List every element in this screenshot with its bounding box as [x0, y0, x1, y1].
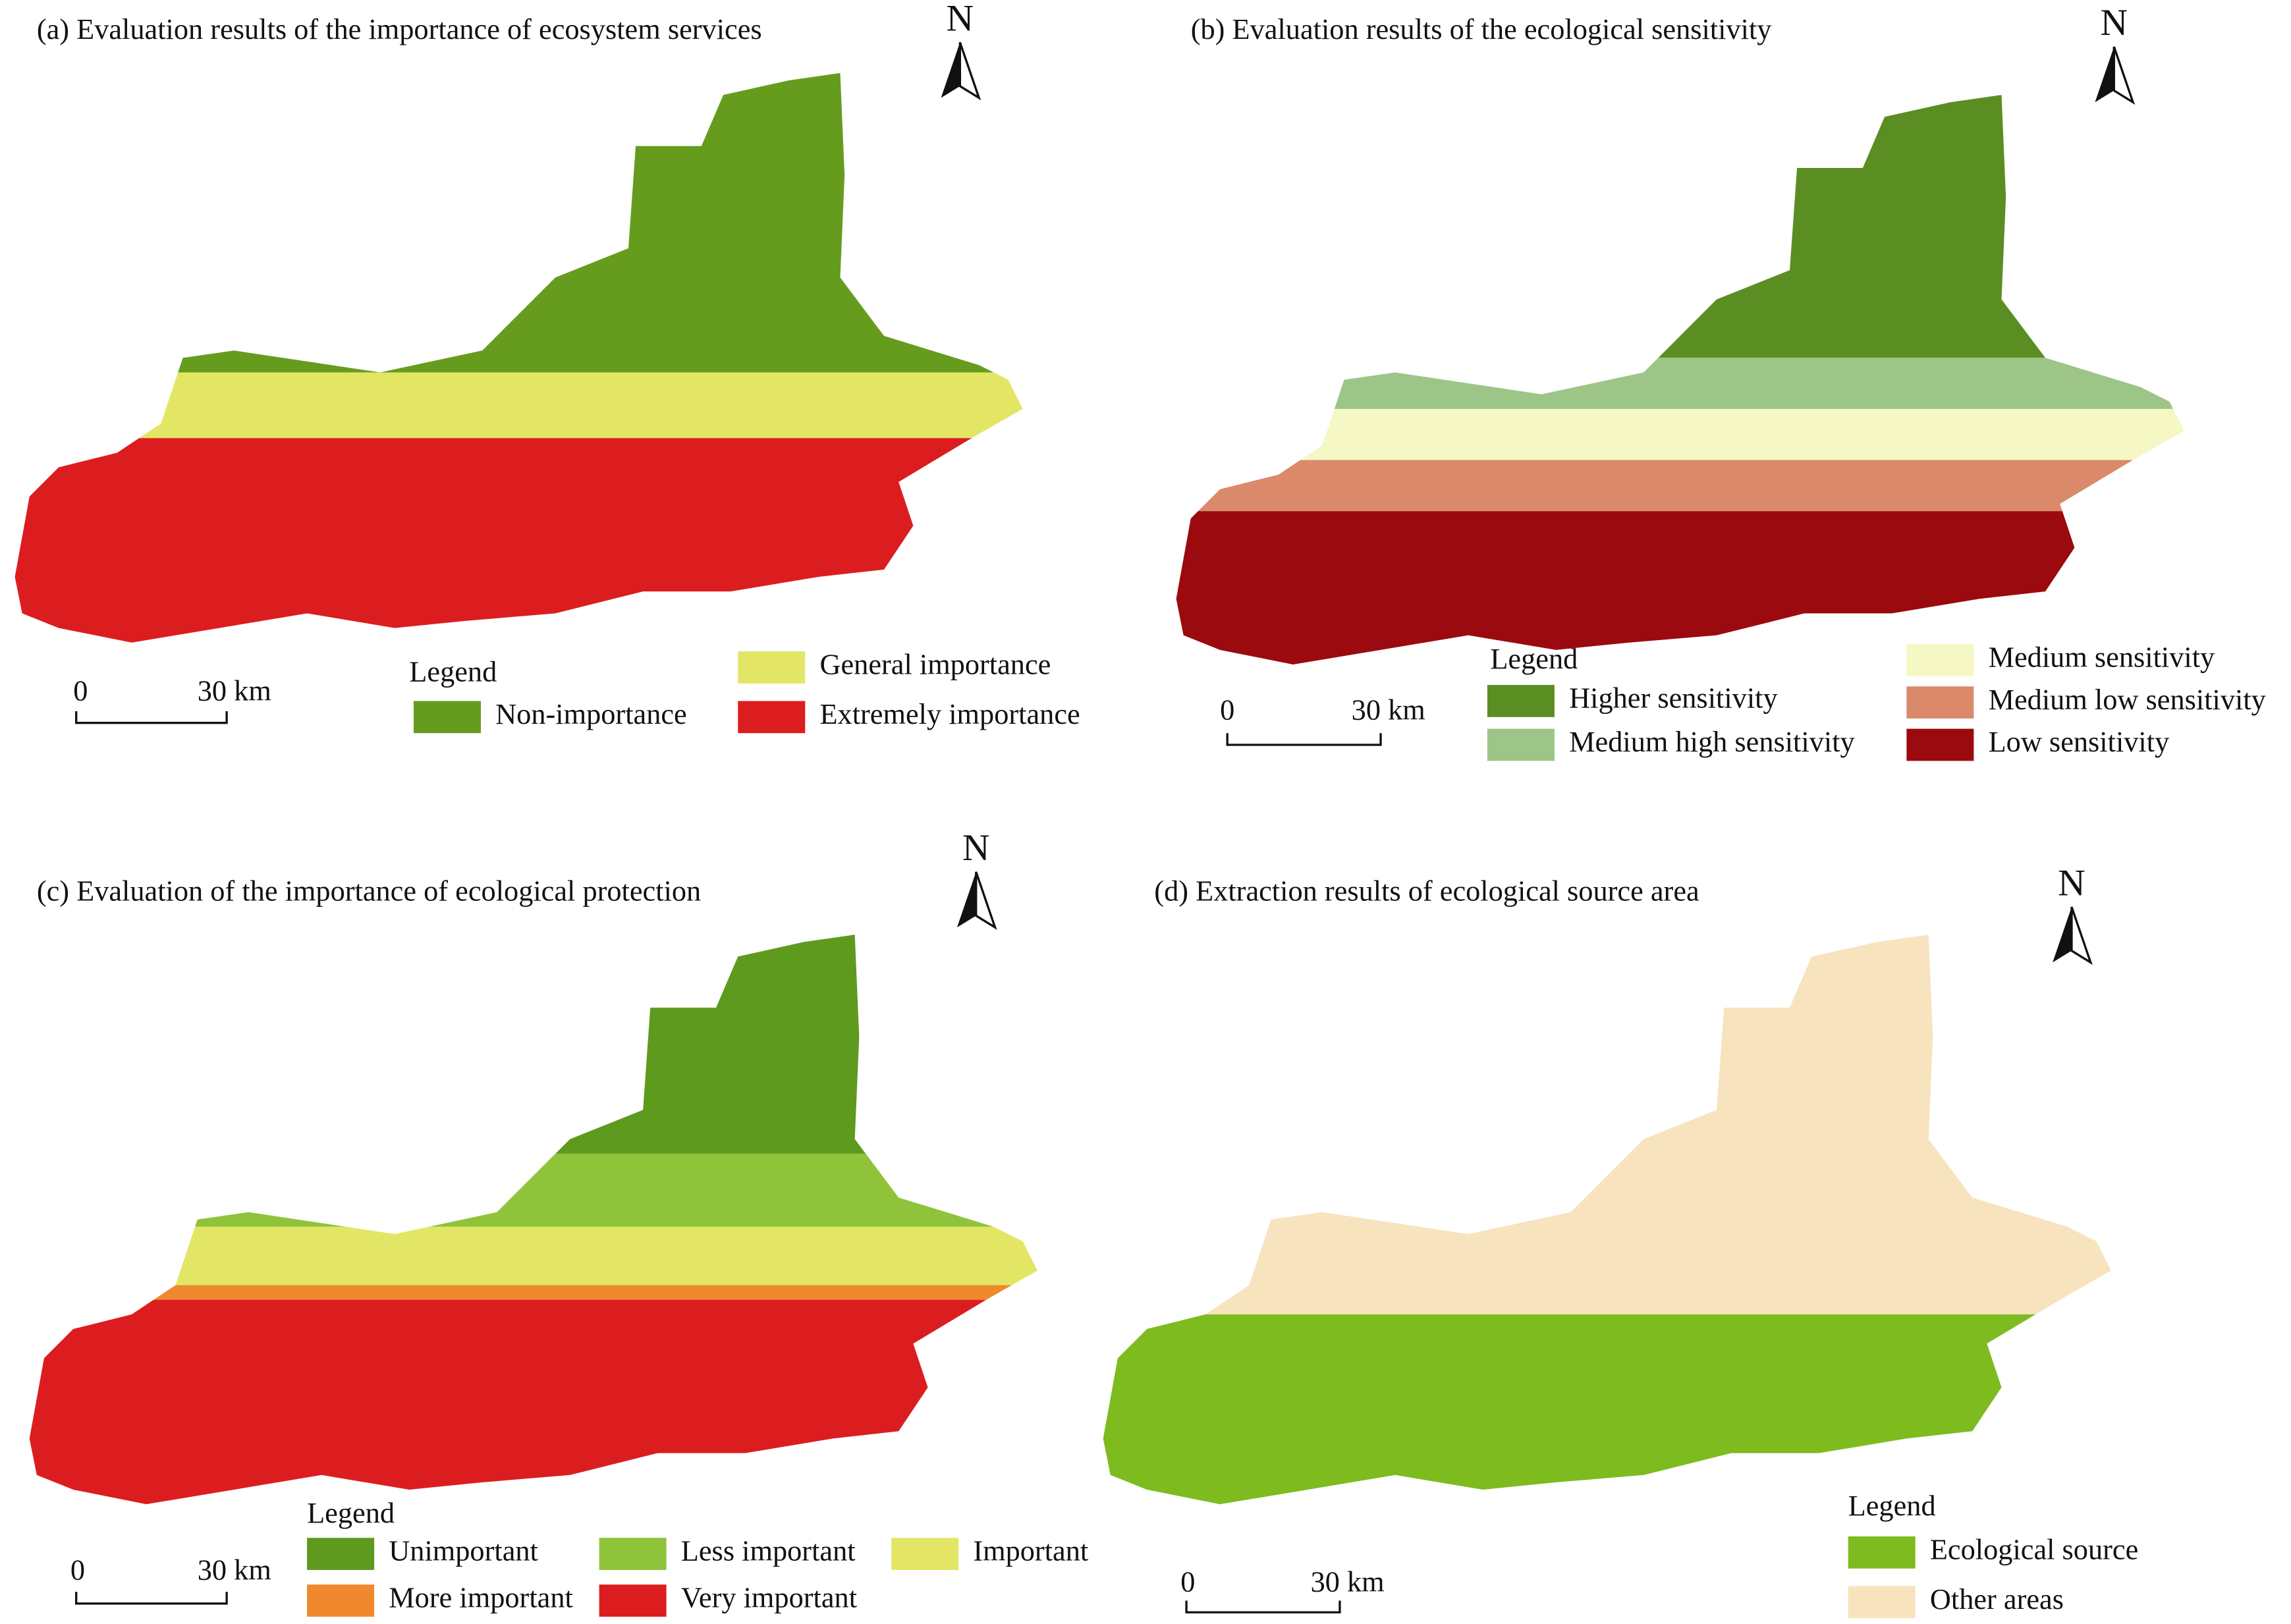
legend-swatch: [1487, 728, 1555, 761]
north-label: N: [2100, 2, 2128, 43]
scale-distance: 30 km: [1311, 1565, 1385, 1598]
panel-title: (c) Evaluation of the importance of ecol…: [37, 874, 701, 907]
legend-swatch: [413, 701, 481, 734]
map-zone: [1176, 358, 2184, 409]
north-arrow: [975, 871, 997, 931]
north-arrow: [2112, 46, 2136, 105]
legend-label: Medium high sensitivity: [1569, 725, 1855, 758]
legend-swatch: [599, 1538, 667, 1570]
legend-swatch: [1906, 643, 1974, 676]
map: [29, 934, 1037, 1505]
north-arrow: [2070, 906, 2093, 965]
legend-label: Less important: [681, 1534, 856, 1567]
legend-label: Important: [973, 1534, 1089, 1567]
scale-bar: [1226, 733, 1382, 746]
scale-zero: 0: [1180, 1565, 1195, 1598]
north-label: N: [2058, 862, 2085, 904]
scale-zero: 0: [1220, 693, 1234, 726]
legend-swatch: [307, 1584, 375, 1617]
north-arrow: [956, 871, 976, 928]
map-zone: [1176, 408, 2184, 460]
north-arrow: [2095, 46, 2114, 103]
panel-title: (b) Evaluation results of the ecological…: [1191, 13, 1772, 45]
legend-label: Medium low sensitivity: [1989, 683, 2266, 716]
legend-swatch: [738, 701, 806, 734]
scale-distance: 30 km: [198, 1554, 271, 1586]
legend-label: Very important: [681, 1581, 858, 1614]
legend-label: Low sensitivity: [1989, 725, 2170, 758]
legend-swatch: [1906, 728, 1974, 761]
legend-label: General importance: [819, 648, 1051, 681]
legend-swatch: [738, 651, 806, 684]
legend-title: Legend: [307, 1496, 395, 1529]
scale-bar: [75, 711, 228, 724]
legend-label: Medium sensitivity: [1989, 641, 2215, 674]
north-arrow: [941, 42, 960, 98]
scale-bar: [1185, 1600, 1341, 1613]
map: [14, 72, 1023, 643]
scale-distance: 30 km: [198, 674, 271, 707]
map-zone: [1103, 1314, 2111, 1505]
legend-title: Legend: [409, 655, 497, 688]
map-zone: [14, 438, 1023, 643]
panel-title: (a) Evaluation results of the importance…: [37, 13, 762, 45]
scale-bar: [75, 1592, 228, 1605]
legend-swatch: [1848, 1536, 1916, 1569]
legend-swatch: [1906, 686, 1974, 719]
panel: (b) Evaluation results of the ecological…: [1176, 2, 2266, 761]
legend-swatch: [891, 1538, 959, 1570]
legend-label: Non-importance: [495, 697, 687, 730]
legend-swatch: [1848, 1586, 1916, 1619]
panel: (a) Evaluation results of the importance…: [14, 0, 1080, 734]
legend-label: Unimportant: [389, 1534, 538, 1567]
map-zone: [29, 1153, 1037, 1227]
legend-swatch: [599, 1584, 667, 1617]
scale-zero: 0: [73, 674, 88, 707]
map-zone: [1176, 460, 2184, 512]
scale-zero: 0: [70, 1554, 85, 1586]
map-zone: [14, 72, 1023, 373]
map: [1176, 95, 2184, 665]
north-arrow: [2053, 907, 2072, 963]
panel-title: (d) Extraction results of ecological sou…: [1154, 874, 1699, 907]
north-label: N: [962, 827, 990, 869]
map-zone: [29, 1285, 1037, 1300]
map-zone: [1176, 95, 2184, 358]
legend-label: Extremely importance: [819, 697, 1080, 730]
panel: (c) Evaluation of the importance of ecol…: [29, 827, 1089, 1617]
north-arrow: [958, 41, 981, 101]
legend-swatch: [1487, 685, 1555, 717]
north-label: N: [947, 0, 974, 39]
map: [1103, 934, 2111, 1505]
legend-label: Ecological source: [1930, 1533, 2138, 1566]
map-zone: [29, 1226, 1037, 1286]
panel: (d) Extraction results of ecological sou…: [1103, 862, 2138, 1619]
scale-distance: 30 km: [1352, 693, 1425, 726]
legend-swatch: [307, 1538, 375, 1570]
map-zone: [29, 1299, 1037, 1505]
legend-title: Legend: [1848, 1489, 1936, 1522]
map-zone: [14, 372, 1023, 439]
map-zone: [1103, 934, 2111, 1314]
legend-label: More important: [389, 1581, 573, 1614]
legend-label: Other areas: [1930, 1583, 2064, 1615]
legend-title: Legend: [1490, 642, 1578, 675]
legend-label: Higher sensitivity: [1569, 682, 1778, 715]
